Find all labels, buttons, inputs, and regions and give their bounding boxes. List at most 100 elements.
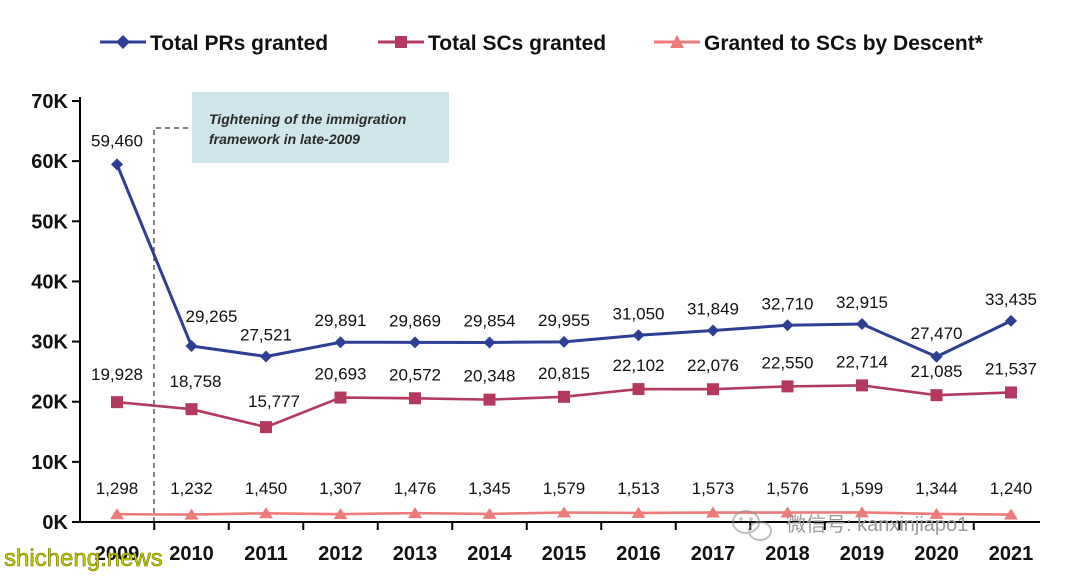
data-point <box>260 350 272 363</box>
x-tick-label: 2013 <box>393 543 438 565</box>
data-point <box>707 324 719 337</box>
data-point <box>557 506 571 518</box>
legend: Total PRs granted Total SCs granted Gran… <box>100 32 984 55</box>
data-label: 29,854 <box>464 311 516 330</box>
legend-marker-diamond-icon <box>116 35 130 49</box>
data-point <box>781 380 794 393</box>
legend-marker-triangle-icon <box>670 35 684 48</box>
series-3: 1,298 1,232 1,450 1,307 1,476 1,345 1,579 1,513… <box>96 479 1033 520</box>
data-label: 18,758 <box>170 372 222 391</box>
data-label: 32,915 <box>836 293 888 312</box>
data-label: 31,849 <box>687 299 739 318</box>
x-tick-label: 2018 <box>765 543 810 565</box>
data-point <box>185 339 198 352</box>
data-point <box>1005 314 1017 327</box>
data-label: 1,240 <box>990 479 1033 498</box>
data-point <box>408 507 422 519</box>
x-tick-label: 2009 <box>95 543 140 565</box>
data-point <box>558 390 570 403</box>
data-point <box>856 318 868 331</box>
x-tick-label: 2021 <box>989 543 1034 565</box>
legend-item-prs: Total PRs granted <box>100 32 328 55</box>
data-label: 32,710 <box>762 294 814 313</box>
data-point <box>110 508 124 520</box>
data-point <box>185 403 198 416</box>
data-point <box>111 396 123 409</box>
data-label: 29,891 <box>315 311 367 330</box>
data-label: 20,572 <box>389 365 441 384</box>
data-point <box>780 506 795 518</box>
data-label: 29,955 <box>538 311 590 330</box>
data-label: 21,085 <box>911 362 963 381</box>
y-tick-label: 70K <box>31 91 68 113</box>
data-label: 27,470 <box>911 324 963 343</box>
data-label: 31,050 <box>613 304 665 323</box>
data-point <box>483 393 496 406</box>
data-point <box>111 158 123 171</box>
data-label: 1,450 <box>245 479 288 498</box>
data-label: 21,537 <box>985 359 1037 378</box>
data-point <box>483 336 496 349</box>
data-label: 29,265 <box>186 307 238 326</box>
data-point <box>855 506 869 518</box>
data-label: 22,714 <box>836 352 888 371</box>
data-label: 1,307 <box>319 479 362 498</box>
data-label: 1,345 <box>468 479 511 498</box>
x-tick-label: 2019 <box>840 543 885 565</box>
legend-marker-square-icon <box>395 36 407 48</box>
legend-item-scs: Total SCs granted <box>378 32 606 55</box>
data-point <box>558 335 570 348</box>
data-label: 1,476 <box>394 479 437 498</box>
annotation: Tightening of the immigration framework … <box>153 92 449 522</box>
data-point <box>409 336 421 349</box>
series-2: 19,928 18,758 15,777 20,693 20,572 20,348 20,8… <box>91 352 1037 434</box>
legend-label-descent: Granted to SCs by Descent* <box>704 32 984 55</box>
legend-label-scs: Total SCs granted <box>428 32 606 55</box>
data-label: 1,573 <box>692 479 735 498</box>
x-tick-label: 2014 <box>467 543 512 565</box>
data-label: 15,777 <box>248 392 300 411</box>
annotation-box <box>192 92 449 163</box>
data-point <box>482 507 497 519</box>
annotation-line-2: framework in late-2009 <box>209 131 360 147</box>
x-tick-label: 2016 <box>616 543 661 565</box>
data-point <box>856 379 868 392</box>
data-label: 27,521 <box>240 325 292 344</box>
data-point <box>707 383 719 396</box>
data-label: 19,928 <box>91 365 143 384</box>
y-tick-label: 30K <box>31 332 68 354</box>
data-label: 29,869 <box>389 311 441 330</box>
wechat-icon <box>732 510 772 541</box>
data-label: 1,344 <box>915 479 958 498</box>
data-point <box>631 506 646 518</box>
y-tick-label: 60K <box>31 151 68 173</box>
axes: 0K 10K 20K 30K 40K 50K 60K 70K 2009 2010 2011 2012 2… <box>31 91 1040 565</box>
data-label: 1,298 <box>96 479 139 498</box>
data-label: 1,232 <box>170 479 213 498</box>
data-label: 1,599 <box>841 479 884 498</box>
y-tick-label: 40K <box>31 271 68 293</box>
wechat-id-text: 微信号: kanxinjiapo1 <box>786 513 968 536</box>
data-label: 22,102 <box>613 356 665 375</box>
data-point <box>259 507 273 519</box>
annotation-line-1: Tightening of the immigration <box>209 111 406 127</box>
data-point <box>1005 386 1017 399</box>
y-tick-label: 50K <box>31 211 68 233</box>
x-tick-label: 2015 <box>542 543 587 565</box>
data-label: 22,550 <box>762 353 814 372</box>
x-tick-label: 2010 <box>169 543 214 565</box>
wechat-watermark: 微信号: kanxinjiapo1 <box>732 510 968 541</box>
data-point <box>333 508 348 520</box>
data-point <box>334 336 347 349</box>
data-label: 59,460 <box>91 131 143 150</box>
data-point <box>929 507 944 519</box>
data-label: 22,076 <box>687 356 739 375</box>
y-tick-label: 0K <box>42 512 68 534</box>
legend-item-descent: Granted to SCs by Descent* <box>654 32 984 55</box>
data-label: 1,513 <box>617 479 660 498</box>
data-point <box>781 319 794 332</box>
y-tick-label: 20K <box>31 392 68 414</box>
